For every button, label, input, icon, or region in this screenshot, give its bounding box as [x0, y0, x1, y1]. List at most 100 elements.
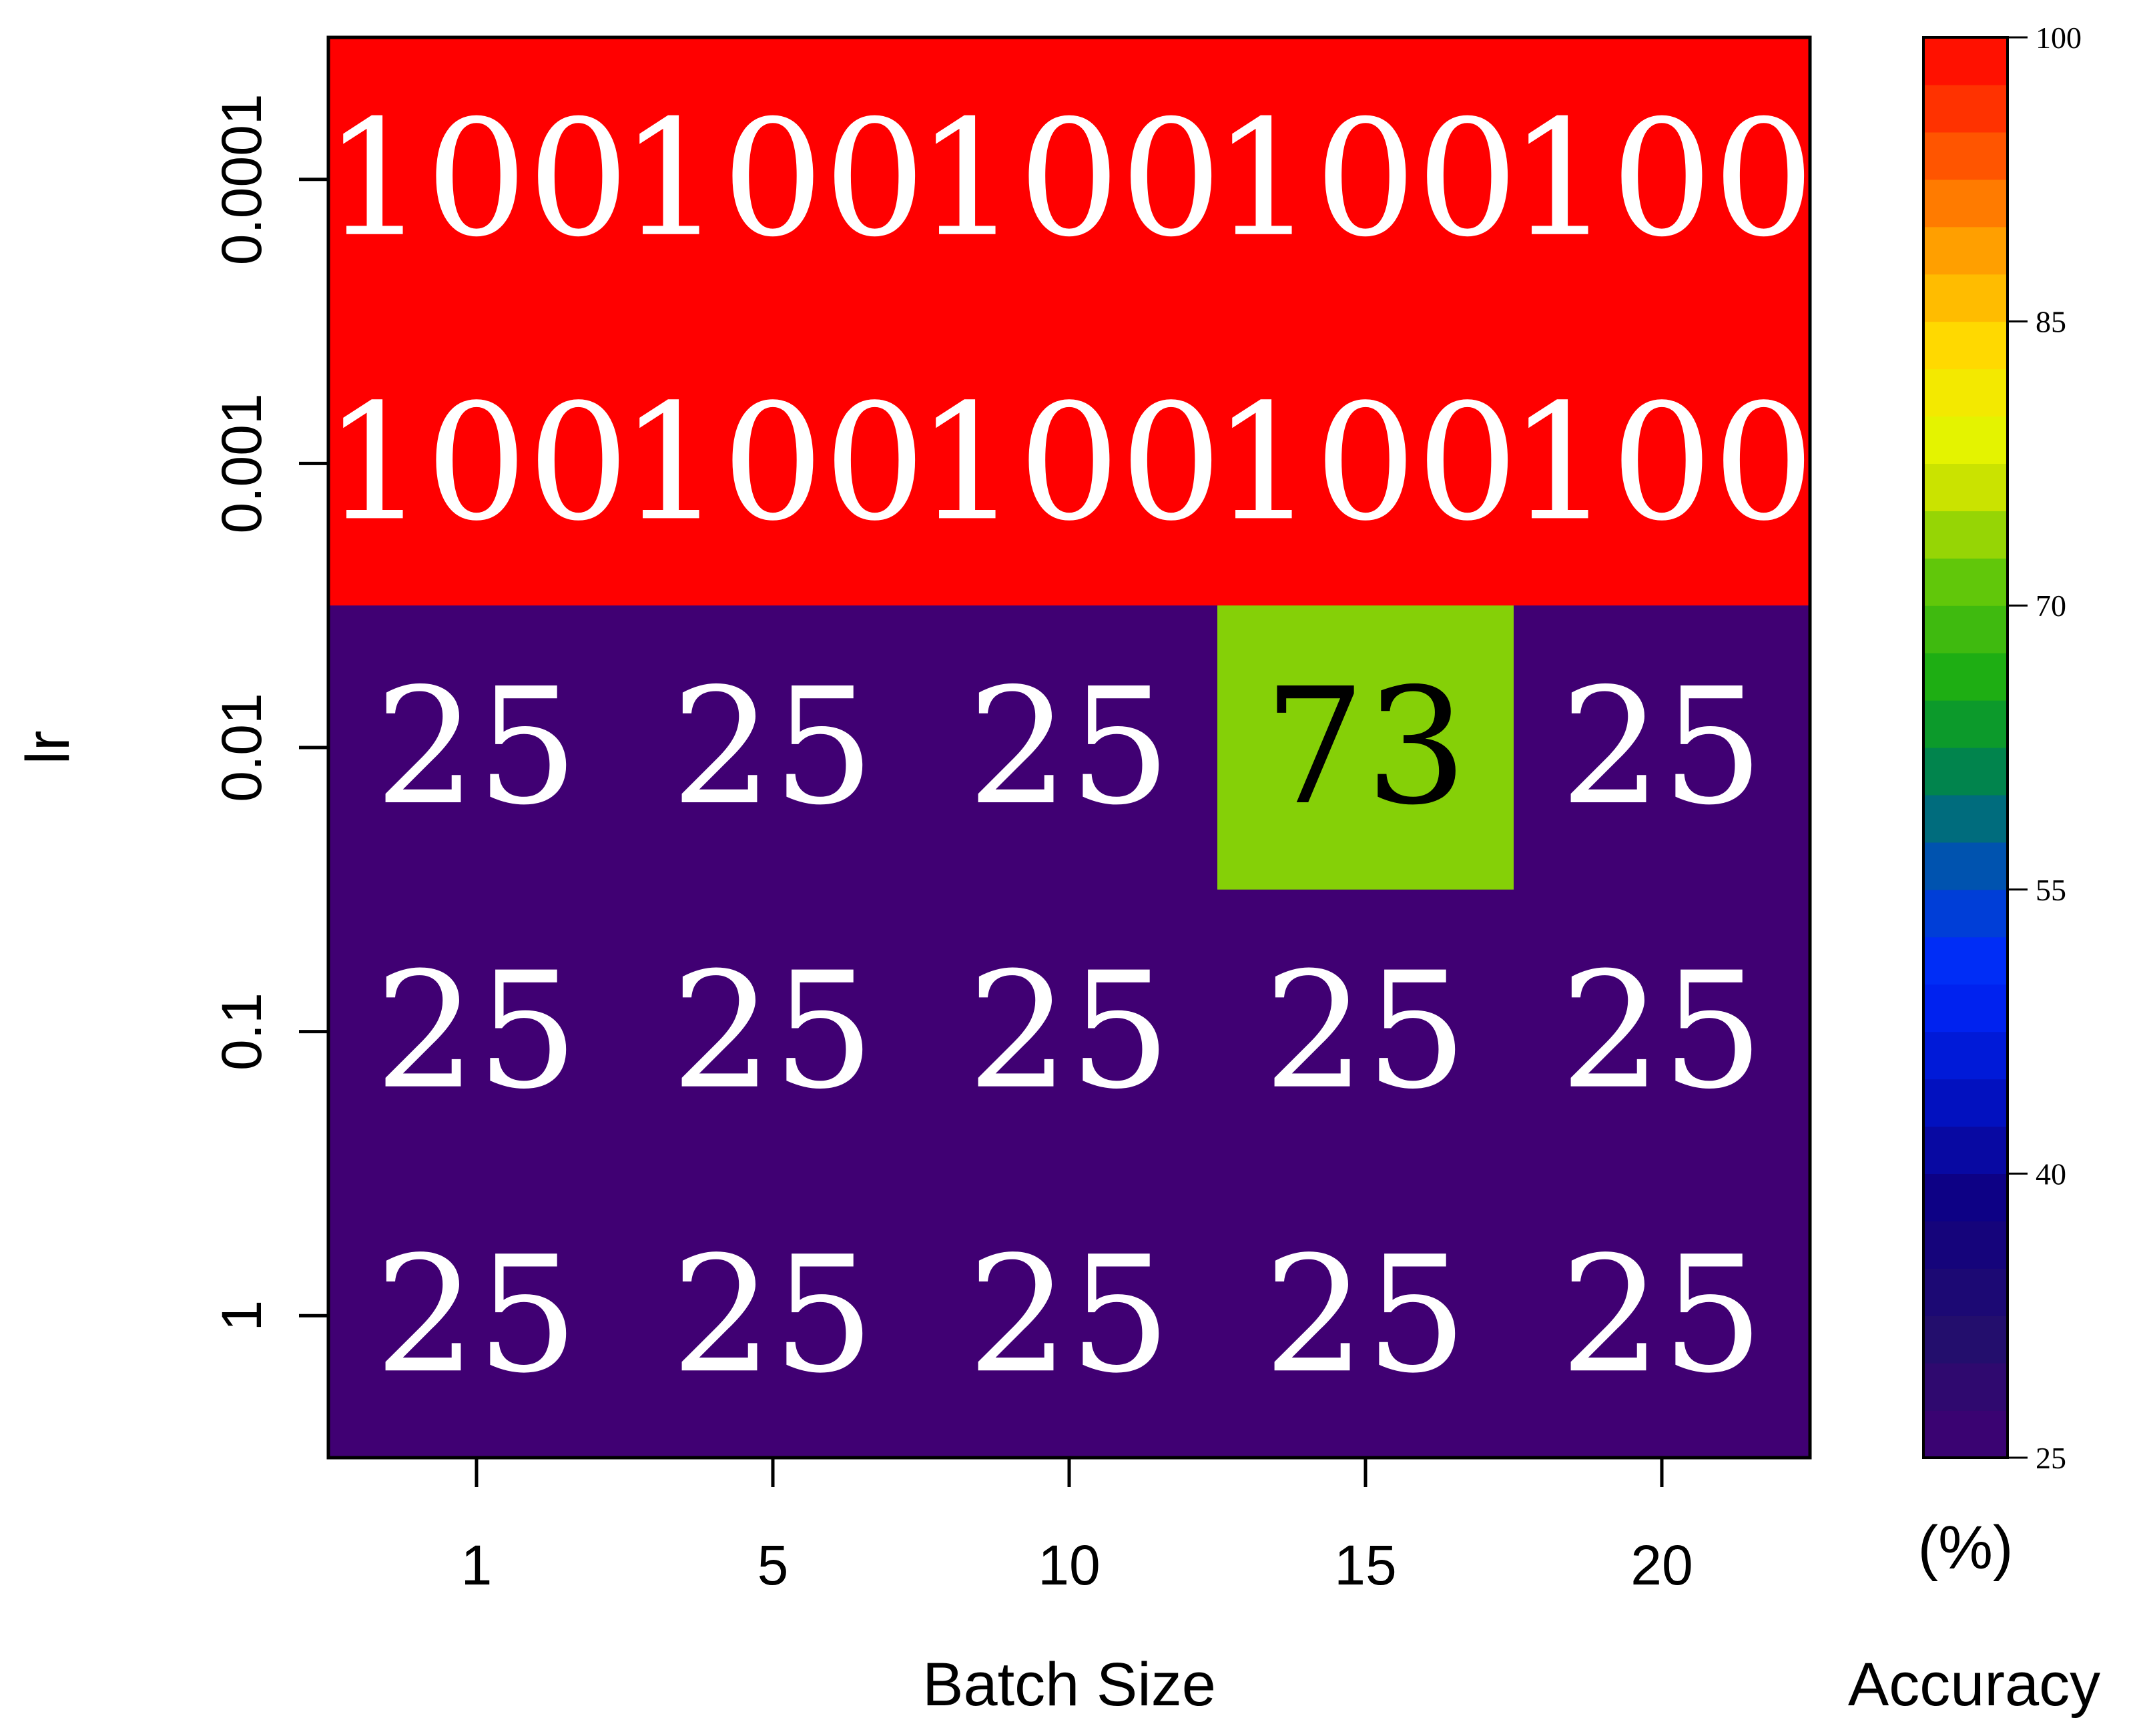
heatmap-cell [625, 1173, 922, 1458]
colorbar-segment [1923, 1221, 2008, 1269]
heatmap-cell [1217, 1173, 1514, 1458]
heatmap-cell [625, 321, 922, 606]
colorbar-segment [1923, 131, 2008, 180]
y-tick-label: 0.1 [210, 992, 273, 1071]
colorbar-segment [1923, 321, 2008, 370]
x-tick-label: 10 [1038, 1534, 1100, 1597]
colorbar-tick-label: 55 [2036, 873, 2066, 907]
cell-value-label: 100 [324, 85, 629, 272]
heatmap-cell [1217, 889, 1514, 1174]
colorbar-segment [1923, 1410, 2008, 1458]
colorbar-tick-label: 100 [2036, 21, 2082, 55]
cell-value-label: 25 [374, 653, 578, 840]
cell-value-label: 25 [671, 1221, 874, 1408]
y-axis-title: lr [14, 730, 82, 764]
colorbar-tick-label: 85 [2036, 305, 2066, 339]
y-axis: 0.0001 0.001 0.01 0.1 1 [210, 93, 328, 1332]
colorbar-segment [1923, 1316, 2008, 1364]
heatmap-cell [625, 37, 922, 322]
colorbar-segment [1923, 794, 2008, 843]
x-axis-title: Batch Size [922, 1651, 1216, 1719]
cell-value-label: 100 [1509, 85, 1815, 272]
heatmap-cell [921, 889, 1218, 1174]
heatmap-cell [328, 321, 625, 606]
heatmap-cell [328, 605, 625, 890]
cell-value-label: 100 [916, 85, 1222, 272]
cell-value-label: 100 [620, 369, 926, 556]
colorbar-segment [1923, 984, 2008, 1033]
x-tick-label: 20 [1630, 1534, 1693, 1597]
cell-value-label: 100 [324, 369, 629, 556]
heatmap-cell [1217, 37, 1514, 322]
colorbar-segment [1923, 936, 2008, 985]
colorbar-tick-label: 70 [2036, 589, 2066, 623]
cell-value-label: 25 [1560, 938, 1763, 1125]
heatmap-cell [625, 889, 922, 1174]
heatmap-cell [328, 37, 625, 322]
heatmap-cell [1217, 605, 1514, 890]
colorbar-segment [1923, 84, 2008, 133]
cell-value-label: 25 [967, 653, 1171, 840]
heatmap-cell [1514, 321, 1811, 606]
heatmap-cell [328, 1173, 625, 1458]
colorbar-segment [1923, 605, 2008, 653]
colorbar-segment [1923, 653, 2008, 701]
cell-value-label: 25 [1560, 653, 1763, 840]
colorbar-segment [1923, 1173, 2008, 1221]
colorbar-tick-label: 25 [2036, 1441, 2066, 1475]
colorbar-segment [1923, 700, 2008, 748]
cell-value-label: 100 [1509, 369, 1815, 556]
heatmap-cell [921, 605, 1218, 890]
heatmap-cell [921, 321, 1218, 606]
x-axis: 1 5 10 15 20 [461, 1458, 1693, 1597]
colorbar-segment [1923, 1126, 2008, 1174]
cell-value-label: 25 [1263, 1221, 1467, 1408]
cell-value-label: 25 [671, 653, 874, 840]
colorbar-segment [1923, 1268, 2008, 1316]
x-tick-label: 15 [1334, 1534, 1396, 1597]
colorbar-segment [1923, 226, 2008, 275]
cell-value-label: 73 [1263, 653, 1467, 840]
colorbar-tick-label: 40 [2036, 1157, 2066, 1191]
x-tick-label: 1 [461, 1534, 493, 1597]
colorbar-segment [1923, 37, 2008, 85]
colorbar-unit: (%) [1917, 1514, 2013, 1582]
heatmap-cell [1217, 321, 1514, 606]
cell-value-label: 25 [374, 1221, 578, 1408]
colorbar-segment [1923, 1363, 2008, 1411]
cell-value-label: 25 [374, 938, 578, 1125]
y-tick-label: 0.01 [210, 693, 273, 802]
y-tick-label: 0.001 [210, 393, 273, 533]
y-tick-label: 1 [210, 1300, 273, 1332]
heatmap-cell [1514, 37, 1811, 322]
colorbar-label: Accuracy [1848, 1651, 2100, 1719]
cell-value-label: 100 [620, 85, 926, 272]
x-tick-label: 5 [757, 1534, 789, 1597]
colorbar-segment [1923, 748, 2008, 796]
colorbar-segment [1923, 1031, 2008, 1080]
colorbar-segment [1923, 1079, 2008, 1127]
cell-value-label: 100 [1213, 369, 1518, 556]
colorbar-segment [1923, 842, 2008, 890]
heatmap-cell [921, 1173, 1218, 1458]
cell-value-label: 25 [967, 1221, 1171, 1408]
colorbar-segment [1923, 416, 2008, 464]
cell-value-label: 25 [1263, 938, 1467, 1125]
heatmap-cell [625, 605, 922, 890]
colorbar-segment [1923, 558, 2008, 606]
colorbar-segment [1923, 179, 2008, 228]
heatmap-cell [1514, 605, 1811, 890]
heatmap-cell [1514, 1173, 1811, 1458]
colorbar-segment [1923, 274, 2008, 322]
cell-value-label: 25 [671, 938, 874, 1125]
cell-value-label: 100 [916, 369, 1222, 556]
y-tick-label: 0.0001 [210, 93, 273, 265]
colorbar-segment [1923, 511, 2008, 559]
cell-value-label: 100 [1213, 85, 1518, 272]
heatmap-cell [328, 889, 625, 1174]
colorbar: 25 40 55 70 85 100 [1922, 21, 2082, 1475]
colorbar-segment [1923, 889, 2008, 938]
